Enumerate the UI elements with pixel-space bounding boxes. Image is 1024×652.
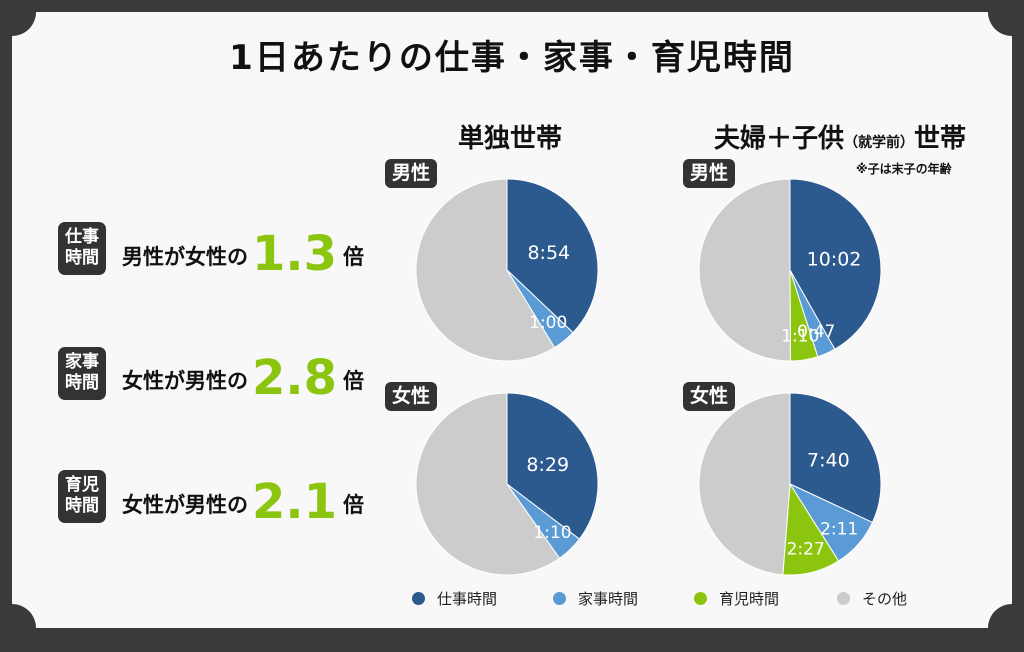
legend-dot	[553, 592, 566, 605]
legend-item: 家事時間	[553, 588, 638, 609]
legend-dot	[412, 592, 425, 605]
pie-data-label: 1:10	[533, 523, 571, 543]
pie-data-label: 8:54	[527, 242, 570, 264]
pie-data-label: 2:11	[820, 519, 858, 539]
legend-dot	[694, 592, 707, 605]
legend-dot	[837, 592, 850, 605]
legend-item: その他	[837, 588, 907, 609]
pie-slice	[699, 393, 790, 575]
pie-slice	[699, 179, 790, 361]
legend-label: 育児時間	[719, 588, 779, 609]
pie-data-label: 1:00	[529, 313, 567, 333]
pie-data-label: 2:27	[787, 540, 825, 560]
legend-item: 仕事時間	[412, 588, 497, 609]
legend-item: 育児時間	[694, 588, 779, 609]
legend-label: 家事時間	[578, 588, 638, 609]
pie-data-label: 10:02	[807, 248, 862, 270]
legend-label: その他	[862, 588, 907, 609]
pie-data-label: 1:10	[781, 327, 819, 347]
legend-label: 仕事時間	[437, 588, 497, 609]
pie-data-label: 8:29	[526, 454, 569, 476]
pie-data-label: 7:40	[807, 450, 850, 472]
